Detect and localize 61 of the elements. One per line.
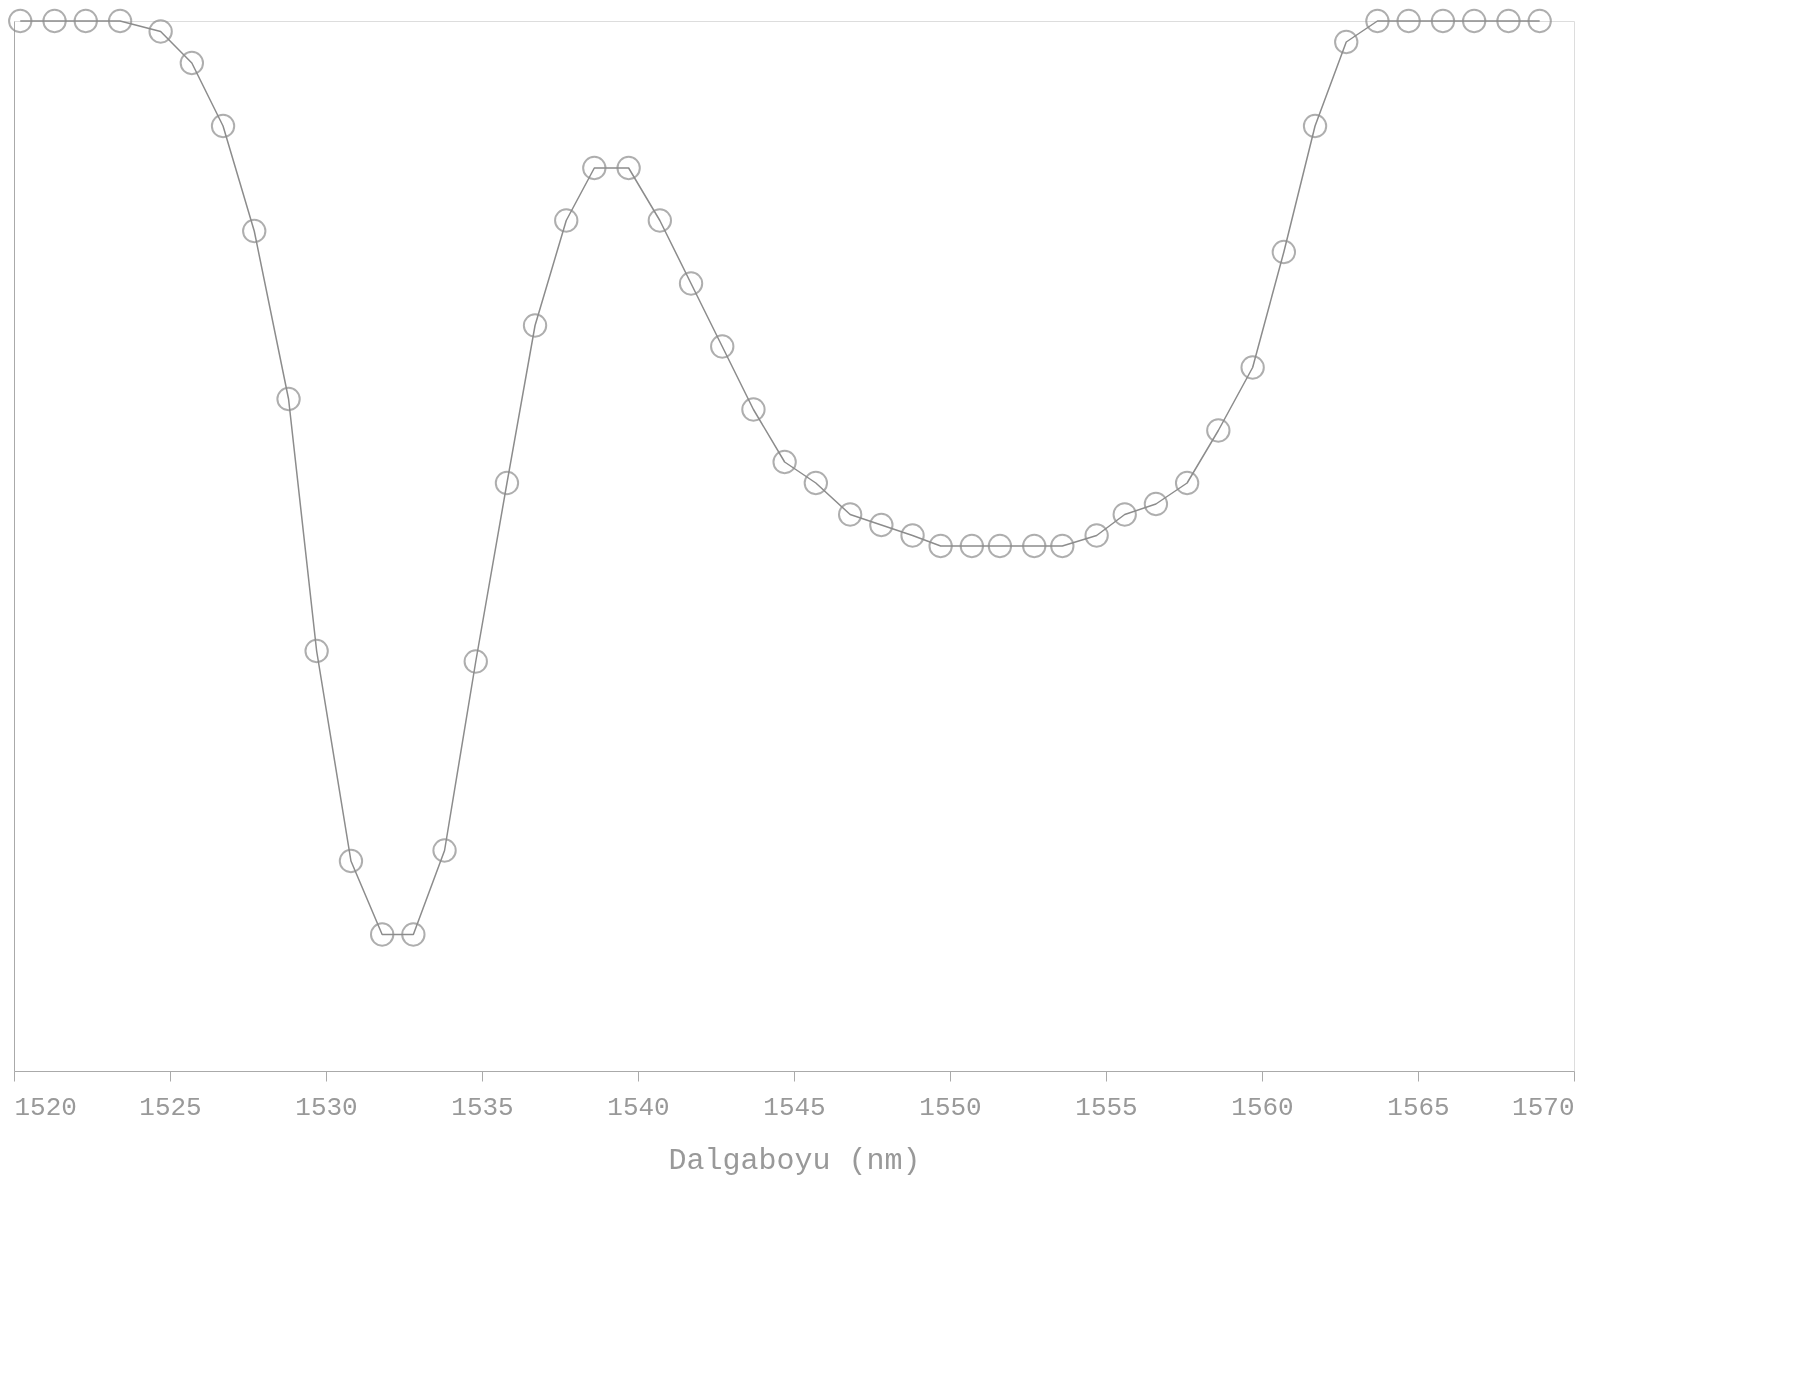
point <box>869 512 894 538</box>
x-tick-label: 1565 <box>1387 1092 1450 1123</box>
point <box>987 533 1013 559</box>
point <box>73 8 98 34</box>
point <box>1084 523 1109 548</box>
x-tick-label: 1525 <box>139 1092 202 1123</box>
point <box>338 848 364 874</box>
x-tick-label: 1560 <box>1231 1092 1294 1123</box>
point <box>432 838 457 863</box>
x-tick-label: 1540 <box>607 1092 670 1123</box>
point <box>8 8 33 34</box>
x-tick-label: 1535 <box>451 1092 514 1123</box>
point <box>494 470 520 496</box>
x-tick-label: 1555 <box>1075 1092 1138 1123</box>
point <box>148 19 173 44</box>
x-tick-label: 1570 <box>1512 1092 1575 1123</box>
point <box>1430 8 1456 34</box>
point <box>928 533 953 559</box>
point <box>1527 8 1552 34</box>
point <box>803 470 829 496</box>
point <box>1174 470 1200 496</box>
point <box>1365 8 1390 34</box>
point <box>179 50 205 76</box>
point <box>1302 113 1328 139</box>
point <box>678 271 704 296</box>
point <box>1240 355 1265 380</box>
point <box>1143 491 1169 517</box>
point <box>1271 239 1297 265</box>
point <box>1461 8 1487 34</box>
point <box>1206 418 1231 443</box>
point <box>959 533 985 559</box>
point <box>210 113 236 139</box>
point <box>710 334 735 359</box>
point <box>242 218 267 244</box>
point <box>1334 29 1359 55</box>
point <box>42 8 67 34</box>
point <box>401 922 426 947</box>
point <box>1396 8 1421 34</box>
point <box>304 638 329 664</box>
x-tick-label: 1545 <box>763 1092 826 1123</box>
point <box>1496 8 1521 34</box>
point <box>276 386 301 412</box>
point <box>900 523 925 548</box>
x-tick-label: 1520 <box>14 1092 77 1123</box>
x-tick-label: 1550 <box>919 1092 982 1123</box>
point <box>463 649 488 674</box>
point <box>369 922 395 947</box>
point <box>554 208 579 233</box>
point <box>1112 502 1137 527</box>
point <box>582 155 607 181</box>
x-axis-title: Dalgaboyu (nm) <box>668 1143 921 1178</box>
x-tick-label: 1530 <box>295 1092 358 1123</box>
point <box>1050 533 1075 559</box>
point <box>107 8 133 34</box>
point <box>772 449 797 475</box>
point <box>616 155 641 181</box>
point <box>741 397 766 422</box>
point <box>647 208 673 233</box>
point <box>837 502 863 527</box>
point <box>522 313 548 338</box>
point <box>1022 533 1047 559</box>
